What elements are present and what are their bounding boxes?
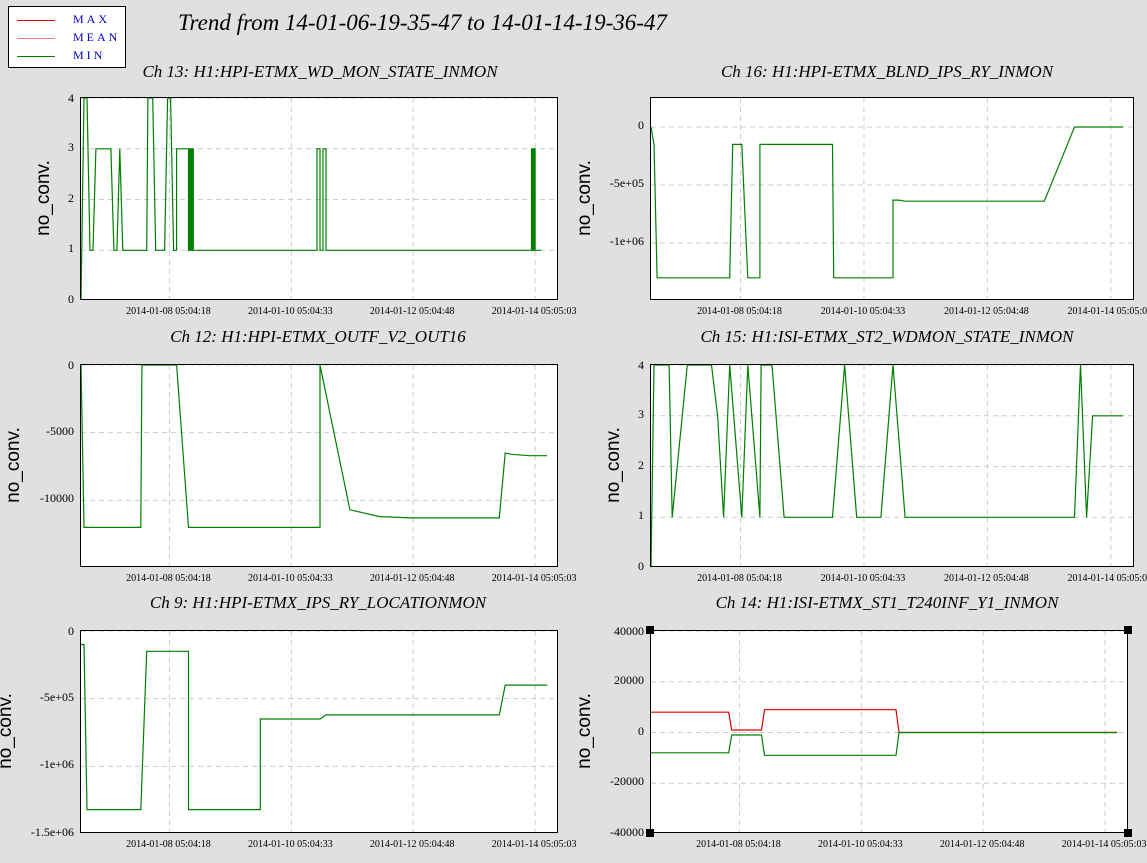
legend-swatch (17, 56, 55, 57)
legend-swatch (17, 20, 55, 21)
y-tick-label: 4 (638, 358, 644, 372)
legend-label: MAX (73, 12, 111, 26)
page-title: Trend from 14-01-06-19-35-47 to 14-01-14… (178, 10, 667, 35)
y-axis-label: no_conv. (574, 160, 595, 236)
y-axis-label: no_conv. (33, 160, 54, 236)
x-tick-label: 2014-01-12 05:04:48 (369, 839, 455, 850)
x-tick-label: 2014-01-12 05:04:48 (944, 306, 1029, 317)
x-tick-label: 2014-01-12 05:04:48 (369, 573, 455, 584)
x-tick-label: 2014-01-14 05:05:03 (1067, 573, 1147, 584)
y-tick-label: 40000 (614, 624, 644, 638)
y-tick-label: -1.5e+06 (30, 825, 74, 839)
y-tick-label: -1e+06 (39, 757, 74, 772)
y-tick-label: -5000 (46, 423, 74, 438)
resize-handle[interactable] (1124, 626, 1132, 634)
y-tick-label: -1e+06 (609, 234, 644, 248)
y-tick-label: 0 (68, 358, 74, 372)
y-tick-label: -5e+05 (609, 176, 644, 190)
y-axis-label: no_conv. (603, 427, 624, 503)
chart-title: Ch 14: H1:ISI-ETMX_ST1_T240INF_Y1_INMON (715, 593, 1059, 612)
legend-item-min: MIN (9, 47, 127, 65)
series-line-min (651, 365, 1123, 566)
chart-title: Ch 16: H1:HPI-ETMX_BLND_IPS_RY_INMON (720, 62, 1054, 81)
x-tick-label: 2014-01-12 05:04:48 (944, 573, 1029, 584)
x-tick-label: 2014-01-10 05:04:33 (817, 839, 903, 850)
legend-box: MAX MEAN MIN (8, 6, 126, 68)
plot-area (650, 97, 1134, 300)
plot-area (650, 364, 1134, 567)
x-tick-label: 2014-01-08 05:04:18 (697, 573, 782, 584)
chart-title: Ch 15: H1:ISI-ETMX_ST2_WDMON_STATE_INMON (700, 327, 1074, 346)
chart-svg (81, 365, 557, 566)
y-axis-label: no_conv. (0, 693, 16, 769)
y-tick-label: -20000 (610, 774, 644, 789)
chart-svg (651, 631, 1127, 832)
resize-handle[interactable] (646, 829, 654, 837)
y-tick-label: 0 (638, 723, 644, 738)
y-tick-label: -40000 (610, 825, 644, 839)
x-tick-label: 2014-01-08 05:04:18 (126, 839, 211, 850)
x-tick-label: 2014-01-10 05:04:33 (247, 573, 333, 584)
legend-item-mean: MEAN (9, 29, 127, 47)
x-tick-label: 2014-01-14 05:05:03 (1061, 839, 1147, 850)
series-line-min (651, 126, 1123, 279)
plot-area (80, 97, 558, 300)
x-tick-label: 2014-01-14 05:05:03 (1067, 306, 1147, 317)
y-tick-label: 2 (638, 457, 644, 472)
resize-handle[interactable] (1124, 829, 1132, 837)
x-tick-label: 2014-01-10 05:04:33 (820, 306, 906, 317)
legend-label: MEAN (73, 30, 121, 44)
x-tick-label: 2014-01-08 05:04:18 (126, 306, 211, 317)
x-tick-label: 2014-01-12 05:04:48 (939, 839, 1025, 850)
chart-svg (81, 631, 557, 832)
x-tick-label: 2014-01-08 05:04:18 (696, 839, 781, 850)
chart-title: Ch 12: H1:HPI-ETMX_OUTF_V2_OUT16 (170, 327, 466, 346)
y-tick-label: 1 (68, 241, 74, 256)
chart-svg (81, 98, 557, 299)
y-axis-label: no_conv. (574, 693, 595, 769)
x-tick-label: 2014-01-10 05:04:33 (820, 573, 906, 584)
series-line-min (81, 365, 548, 528)
series-line-min (81, 643, 548, 811)
x-tick-label: 2014-01-14 05:05:03 (491, 306, 577, 317)
y-tick-label: 3 (638, 406, 644, 421)
y-tick-label: 20000 (614, 672, 644, 687)
x-tick-label: 2014-01-12 05:04:48 (369, 306, 455, 317)
series-line-max (651, 709, 1118, 734)
x-tick-label: 2014-01-08 05:04:18 (126, 573, 211, 584)
plot-area (80, 364, 558, 567)
y-tick-label: 4 (68, 91, 74, 105)
y-tick-label: 3 (68, 139, 74, 154)
x-tick-label: 2014-01-10 05:04:33 (247, 306, 333, 317)
chart-title: Ch 13: H1:HPI-ETMX_WD_MON_STATE_INMON (142, 62, 498, 81)
series-line-min (81, 98, 542, 299)
plot-area (80, 630, 558, 833)
legend-swatch (17, 38, 55, 39)
legend-label: MIN (73, 48, 106, 62)
y-tick-label: 2 (68, 190, 74, 205)
chart-svg (651, 365, 1133, 566)
legend-item-max: MAX (9, 11, 127, 29)
x-tick-label: 2014-01-08 05:04:18 (697, 306, 782, 317)
y-tick-label: 0 (68, 292, 74, 306)
plot-area (650, 630, 1128, 833)
resize-handle[interactable] (646, 626, 654, 634)
y-tick-label: 0 (638, 559, 644, 573)
y-tick-label: 1 (638, 508, 644, 523)
y-tick-label: -5e+05 (39, 689, 74, 704)
chart-svg (651, 98, 1133, 299)
x-tick-label: 2014-01-10 05:04:33 (247, 839, 333, 850)
y-tick-label: -10000 (40, 491, 74, 506)
x-tick-label: 2014-01-14 05:05:03 (491, 573, 577, 584)
y-axis-label: no_conv. (3, 427, 24, 503)
series-line-min (651, 731, 1118, 756)
chart-title: Ch 9: H1:HPI-ETMX_IPS_RY_LOCATIONMON (149, 593, 487, 612)
x-tick-label: 2014-01-14 05:05:03 (491, 839, 577, 850)
y-tick-label: 0 (638, 118, 644, 132)
y-tick-label: 0 (68, 624, 74, 638)
